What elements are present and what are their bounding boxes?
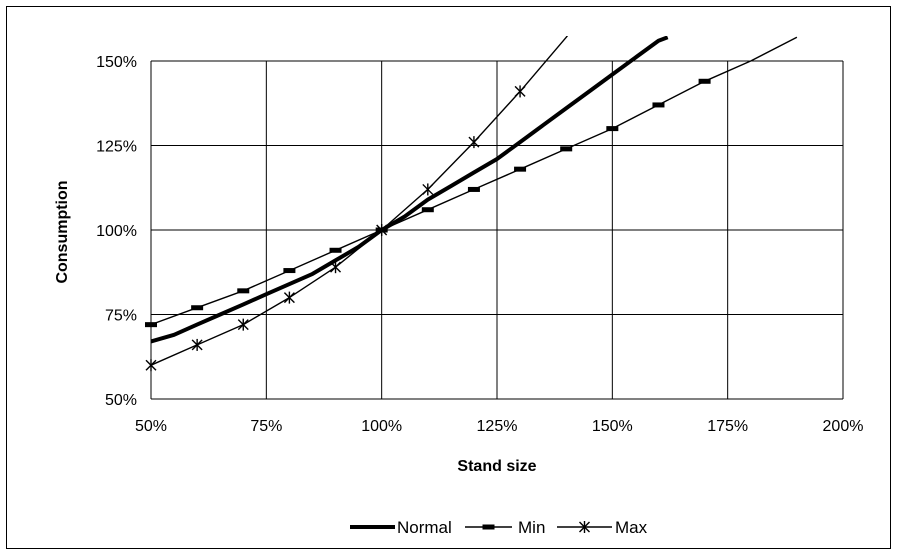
- max-marker: [237, 318, 249, 331]
- legend-label: Min: [518, 518, 545, 537]
- max-marker: [468, 136, 480, 149]
- min-marker: [514, 166, 527, 172]
- max-marker: [283, 291, 295, 304]
- series-lines: [151, 36, 798, 366]
- y-tick-label: 75%: [105, 308, 137, 325]
- min-marker: [421, 207, 434, 213]
- min-marker: [237, 288, 250, 294]
- min-marker: [560, 146, 573, 152]
- legend-label: Max: [615, 518, 648, 537]
- y-tick-label: 100%: [96, 223, 137, 240]
- y-axis-title: Consumption: [54, 180, 71, 283]
- max-marker: [422, 183, 434, 196]
- x-tick-label: 75%: [250, 418, 282, 435]
- min-marker: [652, 102, 665, 108]
- series-markers: [145, 78, 711, 372]
- x-tick-label: 125%: [477, 418, 518, 435]
- x-tick-label: 100%: [361, 418, 402, 435]
- legend-item-min: Min: [465, 518, 545, 537]
- min-marker: [606, 126, 619, 132]
- min-marker: [698, 78, 711, 84]
- min-marker: [482, 524, 495, 530]
- legend-label: Normal: [397, 518, 452, 537]
- legend-item-normal: Normal: [350, 518, 452, 537]
- max-marker: [376, 224, 388, 236]
- min-marker: [329, 247, 342, 253]
- max-marker: [191, 338, 203, 351]
- min-marker: [283, 268, 296, 274]
- x-tick-label: 50%: [135, 418, 167, 435]
- y-tick-label: 150%: [96, 54, 137, 71]
- y-tick-labels: 50% 75% 100% 125% 150%: [96, 54, 137, 409]
- max-marker: [145, 359, 157, 372]
- x-tick-labels: 50% 75% 100% 125% 150% 175% 200%: [135, 418, 863, 435]
- legend-item-max: Max: [557, 518, 648, 537]
- y-tick-label: 50%: [105, 392, 137, 409]
- min-marker: [467, 186, 480, 192]
- min-marker: [191, 305, 204, 311]
- max-marker: [579, 521, 590, 533]
- x-axis-title: Stand size: [457, 458, 536, 475]
- min-marker: [145, 322, 157, 328]
- max-marker: [514, 85, 526, 98]
- series-line-normal: [151, 36, 669, 344]
- x-tick-label: 175%: [707, 418, 748, 435]
- x-tick-label: 200%: [823, 418, 864, 435]
- x-tick-label: 150%: [592, 418, 633, 435]
- gridlines: [150, 60, 844, 400]
- chart-frame: [6, 6, 891, 549]
- y-tick-label: 125%: [96, 139, 137, 156]
- legend: Normal Min Max: [350, 518, 648, 537]
- max-marker: [330, 261, 342, 274]
